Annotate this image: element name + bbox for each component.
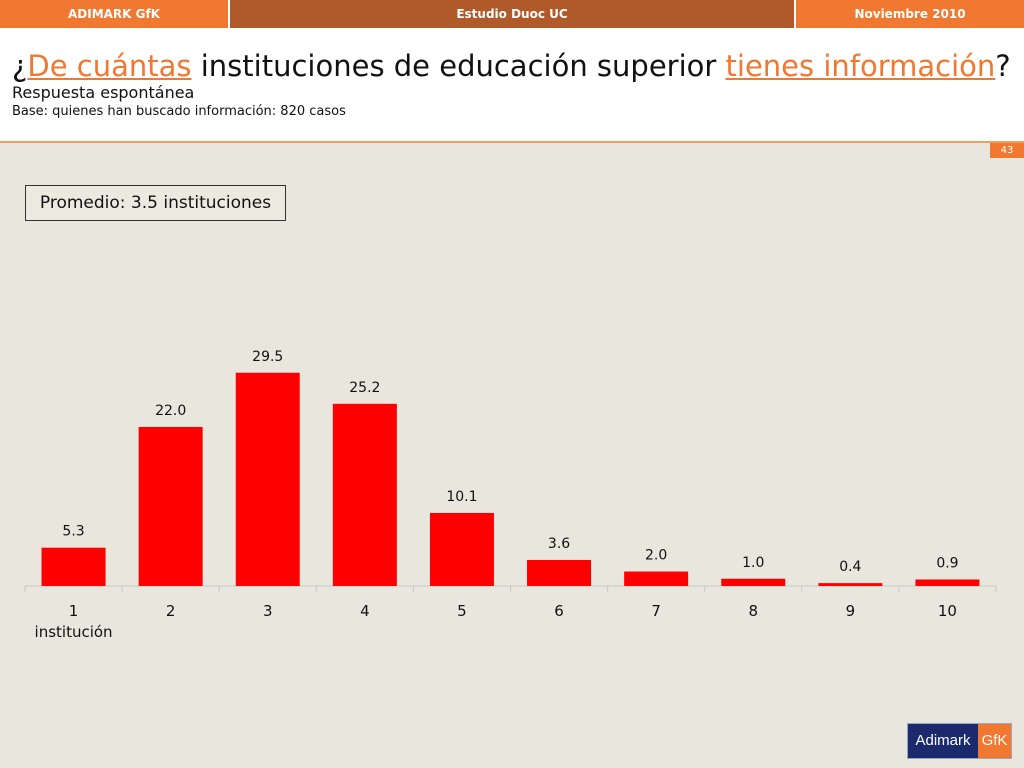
header-divider bbox=[0, 141, 1024, 143]
x-tick-label: 1 institución bbox=[35, 602, 113, 641]
bar bbox=[235, 372, 300, 586]
page-number: 43 bbox=[990, 143, 1024, 158]
data-label: 0.4 bbox=[839, 559, 861, 575]
company-logo: Adimark GfK bbox=[907, 723, 1012, 759]
brand-label: ADIMARK GfK bbox=[0, 0, 228, 28]
title-middle: instituciones de educación superior bbox=[191, 49, 726, 83]
bar bbox=[429, 512, 494, 586]
x-tick-label: 4 bbox=[360, 602, 370, 620]
title-close-mark: ? bbox=[995, 49, 1011, 83]
data-label: 5.3 bbox=[62, 524, 84, 540]
x-tick-label: 6 bbox=[554, 602, 564, 620]
base-note: Base: quienes han buscado información: 8… bbox=[12, 104, 346, 119]
logo-gfk: GfK bbox=[978, 724, 1011, 758]
slide-header bbox=[0, 28, 1024, 142]
x-tick-label: 8 bbox=[748, 602, 758, 620]
bar bbox=[624, 571, 689, 586]
data-label: 3.6 bbox=[548, 536, 570, 552]
x-tick-label: 10 bbox=[938, 602, 957, 620]
title-open-mark: ¿ bbox=[12, 49, 28, 83]
data-label: 1.0 bbox=[742, 555, 764, 571]
data-label: 25.2 bbox=[349, 380, 380, 396]
x-tick-label: 2 bbox=[166, 602, 176, 620]
x-tick-label: 5 bbox=[457, 602, 467, 620]
data-label: 22.0 bbox=[155, 403, 186, 419]
x-tick-label: 9 bbox=[846, 602, 856, 620]
bar bbox=[41, 547, 106, 586]
top-bar: ADIMARK GfK Estudio Duoc UC Noviembre 20… bbox=[0, 0, 1024, 28]
data-label: 2.0 bbox=[645, 548, 667, 564]
data-label: 0.9 bbox=[936, 555, 958, 571]
x-tick-label: 3 bbox=[263, 602, 273, 620]
title-highlight-1: De cuántas bbox=[27, 49, 192, 83]
bar bbox=[721, 578, 786, 586]
bar bbox=[527, 559, 592, 586]
data-label: 10.1 bbox=[446, 489, 477, 505]
data-label: 29.5 bbox=[252, 349, 283, 365]
study-label: Estudio Duoc UC bbox=[230, 0, 794, 28]
bar bbox=[332, 403, 397, 586]
bar bbox=[915, 579, 980, 586]
bar bbox=[818, 583, 883, 586]
logo-adimark: Adimark bbox=[908, 724, 978, 758]
x-tick-label: 7 bbox=[651, 602, 661, 620]
bar bbox=[138, 426, 203, 586]
slide-subtitle: Respuesta espontánea bbox=[12, 83, 195, 102]
average-box: Promedio: 3.5 instituciones bbox=[25, 185, 286, 221]
title-highlight-2: tienes información bbox=[725, 49, 996, 83]
slide-title: ¿De cuántas instituciones de educación s… bbox=[12, 48, 1011, 84]
date-label: Noviembre 2010 bbox=[796, 0, 1024, 28]
